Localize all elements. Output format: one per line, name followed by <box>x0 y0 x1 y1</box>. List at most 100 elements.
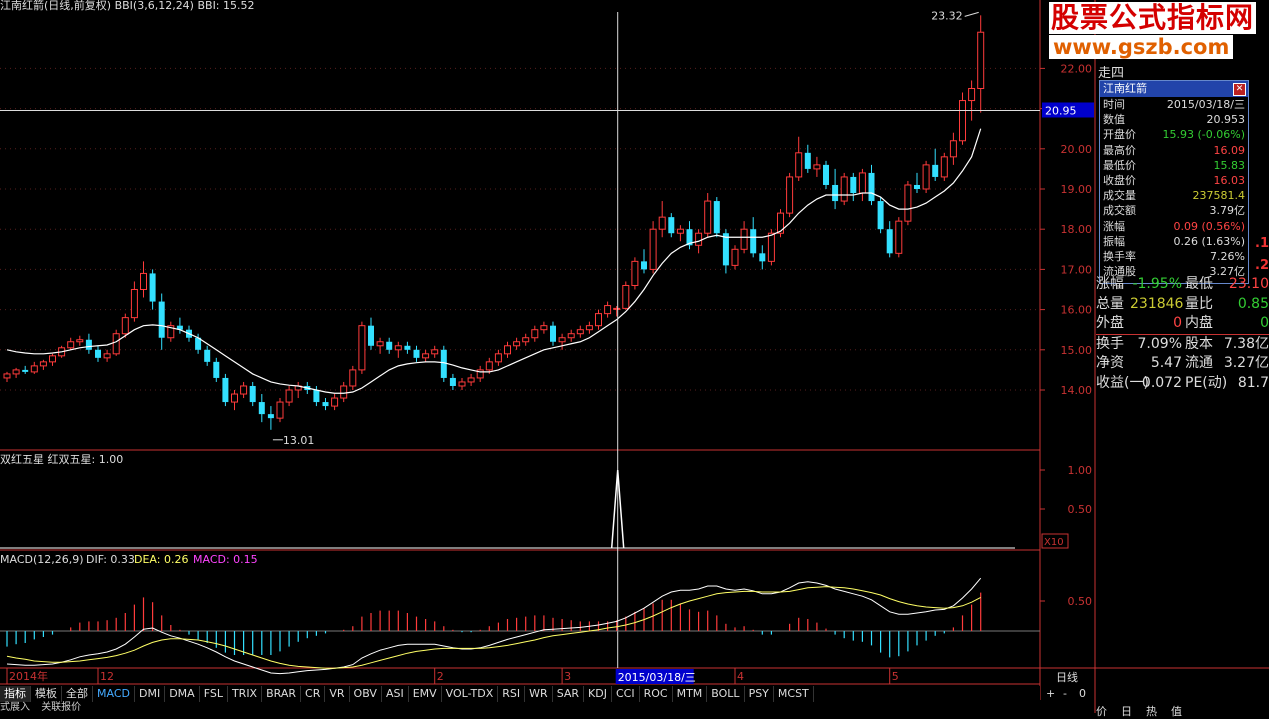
candle-body <box>631 260 639 286</box>
candle-body <box>267 414 274 419</box>
candle-body <box>668 217 675 234</box>
tab-指标[interactable]: 指标 <box>0 686 31 702</box>
tab-emv[interactable]: EMV <box>409 686 442 702</box>
tab-vr[interactable]: VR <box>325 686 350 702</box>
quote-stat-label: 收益(一) <box>1096 374 1149 391</box>
data-window-key: 收盘价 <box>1103 173 1136 187</box>
data-window[interactable]: 江南红箭 ✕ 时间 2015/03/18/三 数值 20.953 开盘价 15.93 (-… <box>1099 80 1249 284</box>
candle-body <box>449 377 456 386</box>
candle-body <box>658 216 666 230</box>
tab-模板[interactable]: 模板 <box>31 686 62 702</box>
bottom-tab[interactable]: 日 <box>1121 705 1132 718</box>
candle-body <box>531 329 539 339</box>
candle-body <box>413 349 420 358</box>
price-axis-label: 22.00 <box>1061 62 1093 75</box>
data-window-value: 16.03 <box>1213 173 1246 187</box>
candle-body <box>932 164 939 177</box>
quote-stat-value: 3.27亿 <box>1223 355 1269 371</box>
tab-psy[interactable]: PSY <box>745 686 774 702</box>
candle-body <box>176 325 183 330</box>
tab-vol-tdx[interactable]: VOL-TDX <box>442 686 499 702</box>
quote-stat-label: 内盘 <box>1185 315 1213 331</box>
data-window-value: 0.26 (1.63%) <box>1173 234 1245 248</box>
tab-roc[interactable]: ROC <box>640 686 673 702</box>
data-window-key: 最低价 <box>1103 158 1136 172</box>
tab-dma[interactable]: DMA <box>165 686 200 702</box>
candle-body <box>39 361 47 367</box>
close-icon[interactable]: ✕ <box>1233 83 1246 96</box>
quote-stats-panel: 涨幅 -1.95% 最低 23.10 总量 231846 量比 0.85 外盘 0 内盘 0 换手 7.0… <box>1096 275 1269 393</box>
tab-asi[interactable]: ASI <box>382 686 409 702</box>
data-window-value: 15.83 <box>1213 158 1246 172</box>
quote-stat-value: 0.072 <box>1141 374 1182 391</box>
candle-body <box>394 345 402 351</box>
quote-stat-value: 5.47 <box>1150 355 1182 371</box>
quote-stat-label: 总量 <box>1096 295 1124 312</box>
tab-obv[interactable]: OBV <box>350 686 382 702</box>
tab-dmi[interactable]: DMI <box>135 686 166 702</box>
bottom-tab[interactable]: 值 <box>1171 705 1182 718</box>
candle-body <box>949 140 957 158</box>
candle-body <box>386 341 393 350</box>
candle-body <box>513 341 521 347</box>
quote-stat-label: 净资 <box>1096 355 1124 371</box>
candle-body <box>886 229 893 254</box>
tab-rsi[interactable]: RSI <box>498 686 526 702</box>
quote-stat-row: 总量 231846 量比 0.85 <box>1096 295 1269 315</box>
tab-boll[interactable]: BOLL <box>707 686 745 702</box>
candle-body <box>67 341 75 349</box>
price-axis-label: 20.00 <box>1061 143 1093 156</box>
quote-stat-value: 231846 <box>1130 295 1184 312</box>
data-window-value: 7.26% <box>1210 249 1245 263</box>
quote-stat-value: 7.09% <box>1137 335 1182 352</box>
data-window-key: 涨幅 <box>1103 219 1125 233</box>
side-label: 走四 <box>1098 66 1125 81</box>
tab-fsl[interactable]: FSL <box>200 686 228 702</box>
data-window-title[interactable]: 江南红箭 ✕ <box>1100 81 1248 97</box>
status-item-2[interactable]: 关联报价 <box>41 702 82 713</box>
candle-body <box>213 361 220 378</box>
data-window-value: 2015/03/18/三 <box>1166 98 1245 111</box>
candle-body <box>121 317 129 335</box>
candle-body <box>767 232 775 262</box>
data-window-key: 振幅 <box>1103 234 1125 248</box>
candle-body <box>85 339 92 350</box>
tab-全部[interactable]: 全部 <box>62 686 93 702</box>
bottom-tab[interactable]: 价 <box>1096 705 1107 718</box>
candle-body <box>877 201 884 230</box>
tab-mtm[interactable]: MTM <box>673 686 708 702</box>
candle-body <box>558 337 566 343</box>
bottom-tab[interactable]: 热 <box>1146 705 1157 718</box>
candle-body <box>676 228 684 234</box>
tab-cci[interactable]: CCI <box>612 686 640 702</box>
quote-stat-row: 外盘 0 内盘 0 <box>1096 314 1269 334</box>
zoom-reset-button[interactable]: 0 <box>1079 687 1086 700</box>
status-item-1[interactable]: 式展入 <box>0 702 30 713</box>
tab-sar[interactable]: SAR <box>553 686 585 702</box>
date-axis-label: 2014年 <box>9 669 48 683</box>
quote-stat-value: 81.7 <box>1237 374 1269 391</box>
candle-body <box>540 325 548 331</box>
high-arrow <box>964 11 979 17</box>
tab-brar[interactable]: BRAR <box>262 686 302 702</box>
tab-trix[interactable]: TRIX <box>228 686 263 702</box>
quote-stat-label: 最低 <box>1185 276 1213 292</box>
zoom-in-button[interactable]: + <box>1046 687 1056 700</box>
low-price-label: 13.01 <box>283 434 315 447</box>
side-number-2: .22 <box>1255 258 1269 273</box>
candle-body <box>349 369 357 387</box>
timeframe-label[interactable]: 日线 <box>1056 671 1078 684</box>
tab-mcst[interactable]: MCST <box>774 686 814 702</box>
side-number-1: .10 <box>1255 236 1269 251</box>
tab-wr[interactable]: WR <box>525 686 553 702</box>
candle-body <box>585 325 593 331</box>
data-window-row: 振幅 0.26 (1.63%) <box>1100 234 1248 249</box>
tab-kdj[interactable]: KDJ <box>584 686 612 702</box>
indicator2-axis-label: 1.00 <box>1068 464 1093 477</box>
tab-cr[interactable]: CR <box>301 686 326 702</box>
zoom-out-button[interactable]: - <box>1063 687 1067 700</box>
candle-body <box>832 184 839 202</box>
data-window-row: 最低价 15.83 <box>1100 158 1248 173</box>
tab-macd[interactable]: MACD <box>93 686 135 702</box>
